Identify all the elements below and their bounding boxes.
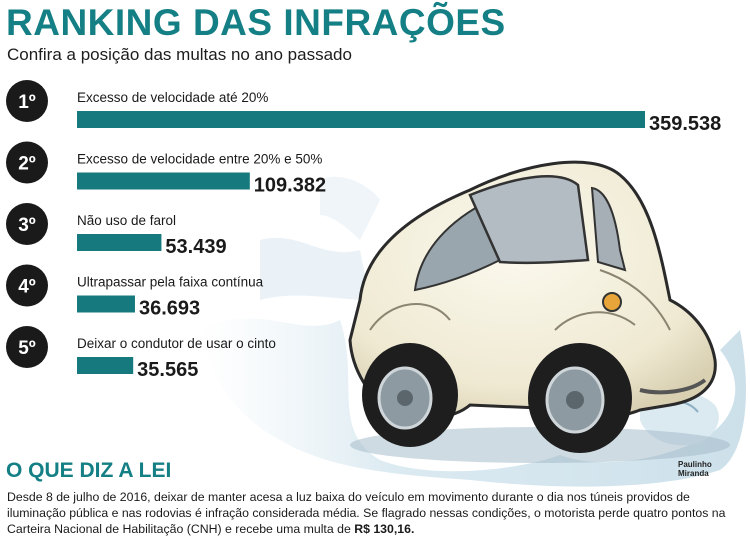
category-label-2: Excesso de velocidade entre 20% e 50% bbox=[77, 152, 322, 167]
car bbox=[348, 160, 730, 463]
rank-label-1: 1º bbox=[18, 92, 36, 113]
bar-1 bbox=[77, 111, 645, 128]
value-label-1: 359.538 bbox=[649, 113, 721, 135]
rank-label-2: 2º bbox=[18, 154, 36, 175]
chart-title: RANKING DAS INFRAÇÕES bbox=[6, 2, 506, 43]
bar-5 bbox=[77, 357, 134, 374]
rank-label-3: 3º bbox=[18, 215, 36, 236]
credit-first-name: Paulinho bbox=[678, 460, 712, 469]
bar-3 bbox=[77, 234, 162, 251]
category-label-3: Não uso de farol bbox=[77, 213, 176, 228]
chart-subtitle: Confira a posição das multas no ano pass… bbox=[7, 45, 352, 64]
rank-badge-3 bbox=[6, 203, 48, 245]
category-label-5: Deixar o condutor de usar o cinto bbox=[77, 336, 276, 351]
bar-4 bbox=[77, 295, 135, 313]
value-label-3: 53.439 bbox=[165, 236, 226, 258]
value-label-4: 36.693 bbox=[139, 298, 200, 320]
law-section-title: O QUE DIZ A LEI bbox=[6, 459, 172, 482]
rank-label-5: 5º bbox=[18, 338, 36, 359]
law-section-text: Desde 8 de julho de 2016, deixar de mant… bbox=[7, 489, 745, 537]
law-text: Desde 8 de julho de 2016, deixar de mant… bbox=[7, 490, 726, 536]
rank-badge-4 bbox=[6, 264, 48, 307]
category-label-1: Excesso de velocidade até 20% bbox=[77, 90, 268, 105]
credit-last-name: Miranda bbox=[678, 469, 709, 478]
rank-badge-1 bbox=[6, 80, 48, 122]
bar-2 bbox=[77, 172, 250, 190]
value-label-2: 109.382 bbox=[254, 175, 326, 197]
category-label-4: Ultrapassar pela faixa contínua bbox=[77, 275, 264, 290]
illustrator-credit: Paulinho Miranda bbox=[678, 460, 728, 478]
rank-label-4: 4º bbox=[18, 277, 36, 298]
rank-badge-2 bbox=[6, 141, 48, 184]
rank-badge-5 bbox=[6, 326, 48, 368]
fine-amount: R$ 130,16. bbox=[354, 522, 415, 536]
value-label-5: 35.565 bbox=[137, 359, 198, 381]
